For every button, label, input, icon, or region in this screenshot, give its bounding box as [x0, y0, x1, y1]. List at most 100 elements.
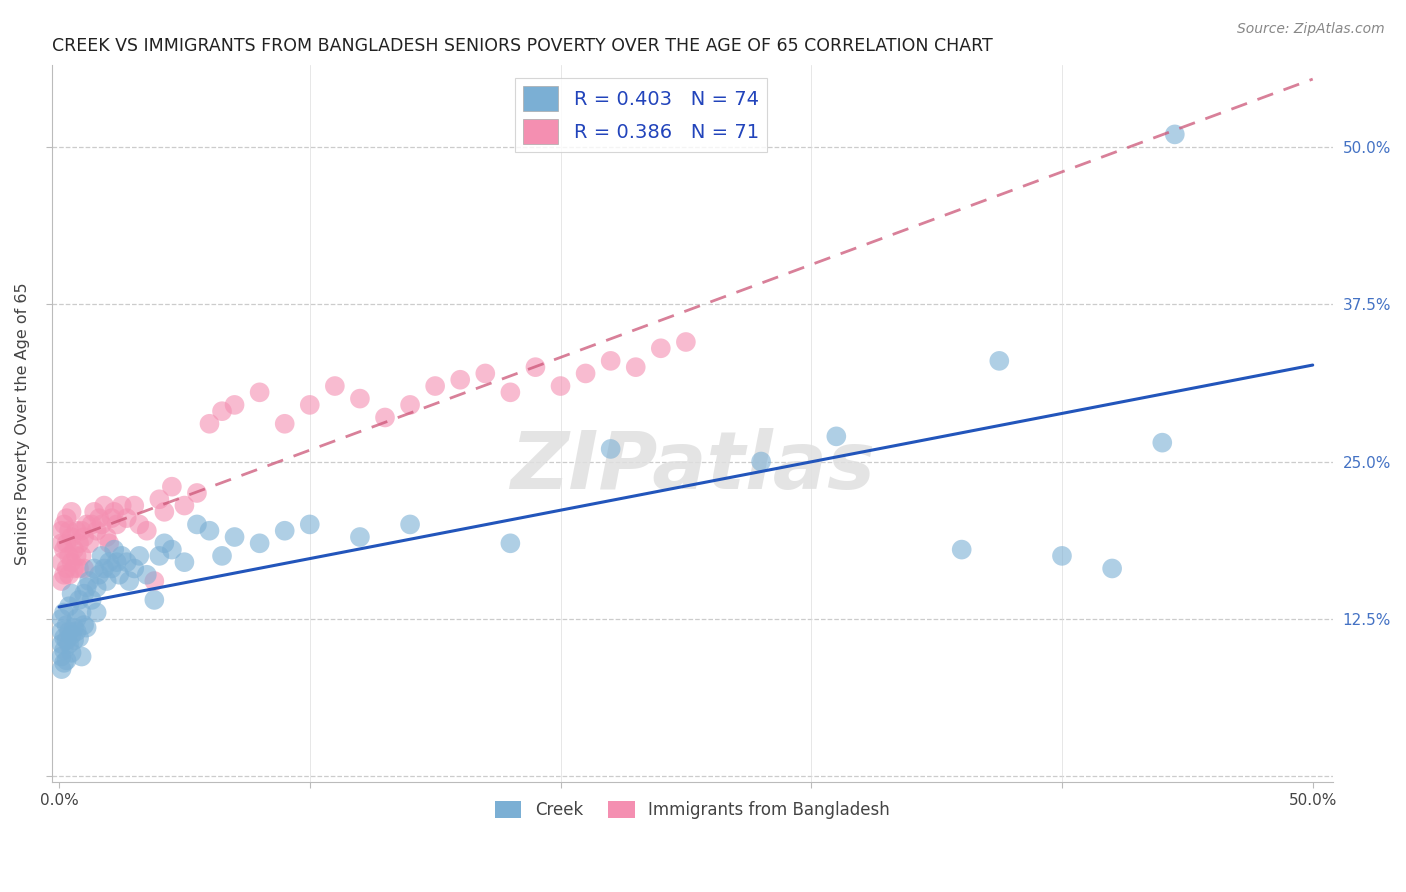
Point [135, 524, 157, 538]
Point [67, 561, 90, 575]
Point [67, 631, 90, 645]
Point [51, 637, 73, 651]
Point [98, 555, 121, 569]
Point [103, 505, 125, 519]
Point [90, 549, 112, 563]
Point [153, 536, 176, 550]
Point [103, 542, 125, 557]
Point [51, 612, 73, 626]
Point [143, 574, 166, 588]
Point [749, 454, 772, 468]
Point [73, 561, 96, 575]
Point [173, 555, 195, 569]
Point [1152, 435, 1174, 450]
Point [51, 574, 73, 588]
Point [349, 392, 371, 406]
Point [51, 649, 73, 664]
Point [83, 505, 105, 519]
Point [211, 549, 233, 563]
Point [51, 536, 73, 550]
Point [58, 637, 80, 651]
Point [86, 580, 108, 594]
Point [58, 624, 80, 639]
Point [96, 574, 118, 588]
Point [599, 354, 621, 368]
Point [73, 530, 96, 544]
Point [83, 561, 105, 575]
Point [76, 517, 98, 532]
Point [53, 606, 76, 620]
Point [70, 524, 93, 538]
Point [198, 417, 221, 431]
Point [80, 517, 103, 532]
Point [65, 612, 87, 626]
Point [524, 360, 547, 375]
Point [122, 499, 145, 513]
Point [100, 511, 122, 525]
Text: ZIPatlas: ZIPatlas [509, 428, 875, 506]
Point [53, 567, 76, 582]
Point [55, 618, 77, 632]
Point [90, 517, 112, 532]
Legend: Creek, Immigrants from Bangladesh: Creek, Immigrants from Bangladesh [488, 794, 896, 826]
Point [399, 517, 422, 532]
Point [298, 517, 321, 532]
Point [93, 499, 115, 513]
Text: CREEK VS IMMIGRANTS FROM BANGLADESH SENIORS POVERTY OVER THE AGE OF 65 CORRELATI: CREEK VS IMMIGRANTS FROM BANGLADESH SENI… [52, 37, 993, 55]
Point [65, 549, 87, 563]
Point [53, 656, 76, 670]
Point [550, 379, 572, 393]
Point [173, 499, 195, 513]
Point [399, 398, 422, 412]
Point [374, 410, 396, 425]
Point [128, 549, 150, 563]
Point [63, 561, 86, 575]
Y-axis label: Seniors Poverty Over the Age of 65: Seniors Poverty Over the Age of 65 [15, 283, 30, 566]
Point [249, 385, 271, 400]
Point [423, 379, 446, 393]
Point [100, 561, 122, 575]
Point [349, 530, 371, 544]
Point [70, 649, 93, 664]
Point [77, 574, 100, 588]
Point [1164, 128, 1187, 142]
Point [323, 379, 346, 393]
Point [51, 555, 73, 569]
Point [60, 530, 83, 544]
Point [650, 341, 672, 355]
Point [86, 606, 108, 620]
Point [58, 524, 80, 538]
Point [198, 524, 221, 538]
Point [160, 542, 183, 557]
Point [60, 628, 83, 642]
Point [122, 561, 145, 575]
Point [51, 624, 73, 639]
Point [599, 442, 621, 456]
Point [224, 398, 246, 412]
Point [111, 549, 134, 563]
Point [76, 580, 98, 594]
Point [55, 633, 77, 648]
Point [825, 429, 848, 443]
Point [135, 567, 157, 582]
Point [55, 653, 77, 667]
Point [273, 417, 295, 431]
Point [60, 505, 83, 519]
Point [51, 662, 73, 676]
Point [108, 567, 131, 582]
Point [58, 567, 80, 582]
Point [63, 633, 86, 648]
Point [70, 606, 93, 620]
Point [60, 555, 83, 569]
Point [70, 549, 93, 563]
Point [63, 542, 86, 557]
Point [58, 549, 80, 563]
Point [105, 555, 128, 569]
Point [51, 524, 73, 538]
Point [1101, 561, 1123, 575]
Point [624, 360, 647, 375]
Point [153, 505, 176, 519]
Point [53, 542, 76, 557]
Point [77, 536, 100, 550]
Point [499, 536, 522, 550]
